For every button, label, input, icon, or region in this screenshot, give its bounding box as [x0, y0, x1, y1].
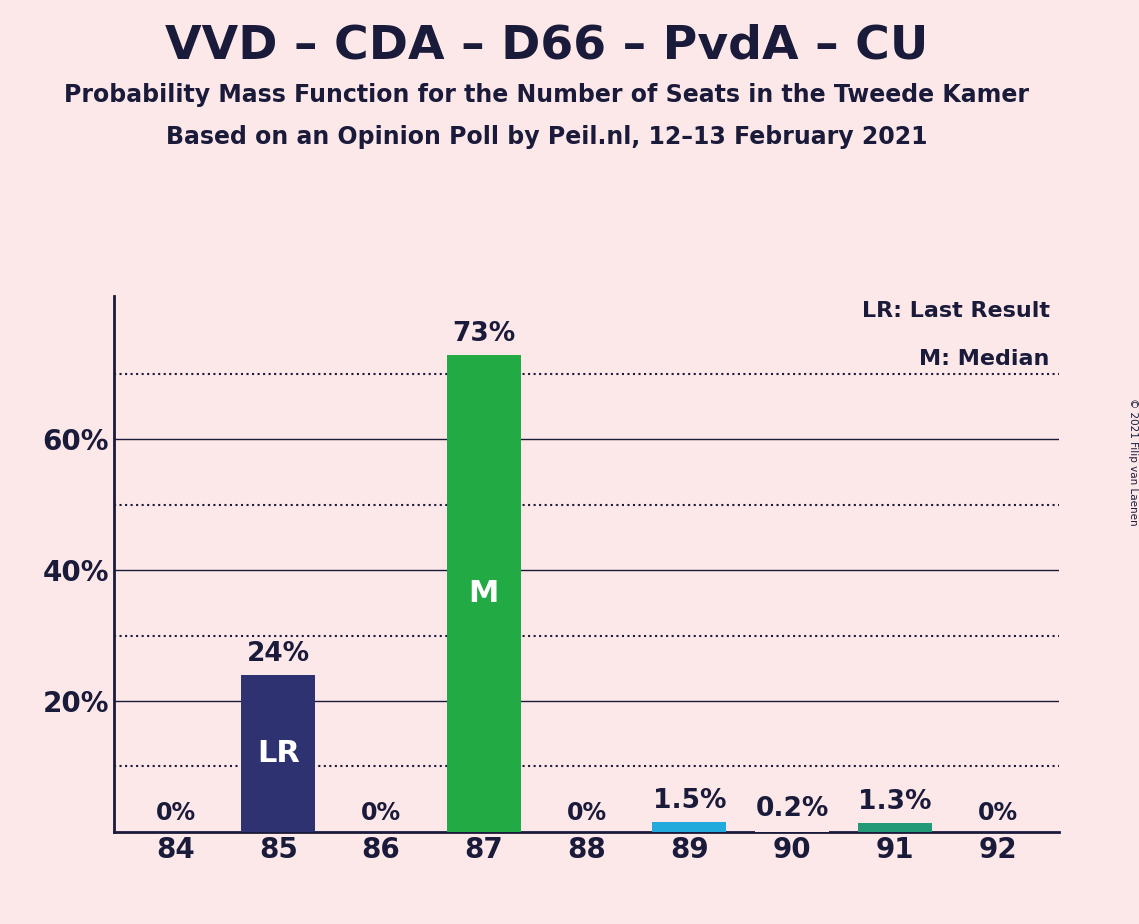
Text: M: M: [468, 578, 499, 608]
Text: 73%: 73%: [452, 321, 516, 346]
Bar: [755, 831, 829, 832]
Bar: [241, 675, 316, 832]
Text: 1.3%: 1.3%: [858, 789, 932, 815]
Text: 0%: 0%: [156, 801, 196, 825]
Text: LR: LR: [257, 738, 300, 768]
Bar: [858, 823, 932, 832]
Text: 0.2%: 0.2%: [755, 796, 829, 822]
Text: VVD – CDA – D66 – PvdA – CU: VVD – CDA – D66 – PvdA – CU: [165, 23, 928, 68]
Text: 0%: 0%: [566, 801, 607, 825]
Text: 24%: 24%: [247, 641, 310, 667]
Text: © 2021 Filip van Laenen: © 2021 Filip van Laenen: [1129, 398, 1138, 526]
Text: LR: Last Result: LR: Last Result: [862, 301, 1050, 321]
Text: 1.5%: 1.5%: [653, 788, 726, 814]
Text: M: Median: M: Median: [919, 349, 1050, 370]
Bar: [653, 821, 727, 832]
Bar: [446, 355, 521, 832]
Text: 0%: 0%: [361, 801, 401, 825]
Text: Based on an Opinion Poll by Peil.nl, 12–13 February 2021: Based on an Opinion Poll by Peil.nl, 12–…: [166, 125, 927, 149]
Text: 0%: 0%: [977, 801, 1017, 825]
Text: Probability Mass Function for the Number of Seats in the Tweede Kamer: Probability Mass Function for the Number…: [64, 83, 1030, 107]
